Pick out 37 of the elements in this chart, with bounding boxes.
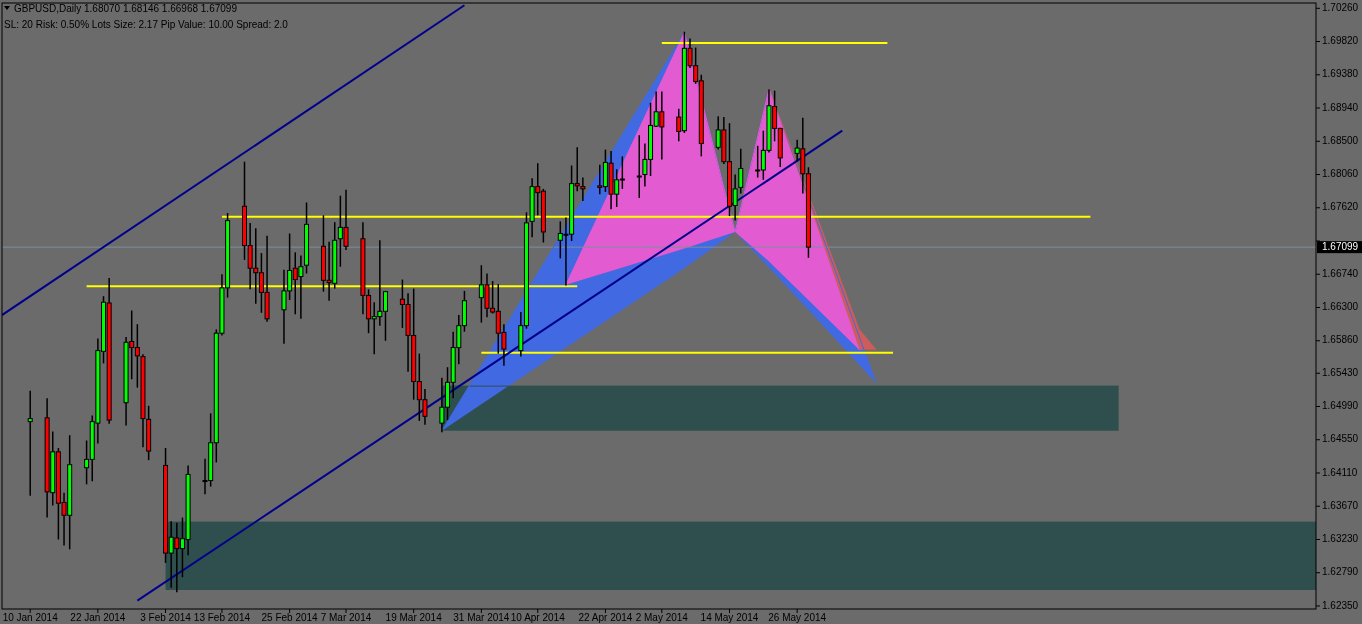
x-tick-label: 22 Apr 2014 <box>578 612 633 623</box>
y-tick-label: 1.70260 <box>1322 1 1359 13</box>
y-tick-label: 1.65430 <box>1322 366 1359 378</box>
x-tick-label: 26 May 2014 <box>768 612 827 623</box>
y-tick-label: 1.66300 <box>1322 301 1359 313</box>
y-tick-label: 1.64110 <box>1322 466 1358 478</box>
y-tick-label: 1.69380 <box>1322 68 1359 80</box>
x-tick-label: 25 Feb 2014 <box>261 612 319 623</box>
x-tick-label: 10 Apr 2014 <box>510 612 566 623</box>
ref-line-label: 1.67099 <box>1322 240 1359 252</box>
y-tick-label: 1.63670 <box>1322 499 1359 511</box>
x-tick-label: 22 Jan 2014 <box>70 612 126 623</box>
y-tick-label: 1.65860 <box>1322 334 1359 346</box>
chart-title: GBPUSD,Daily 1.68070 1.68146 1.66968 1.67099 <box>14 3 238 14</box>
y-tick-label: 1.66740 <box>1322 267 1359 279</box>
y-tick-label: 1.69820 <box>1322 35 1359 47</box>
y-tick-label: 1.68500 <box>1322 134 1359 146</box>
candlestick <box>738 148 744 194</box>
x-tick-label: 14 May 2014 <box>700 612 759 623</box>
y-tick-label: 1.68940 <box>1322 101 1359 113</box>
y-tick-label: 1.63230 <box>1322 533 1359 545</box>
text: SL: 20 Risk: 0.50% Lots Size: 2.17 Pip Value: 10.00 Spread: 2.0 <box>4 19 289 30</box>
y-tick-label: 1.64990 <box>1322 400 1359 412</box>
y-tick-label: 1.67620 <box>1322 201 1359 213</box>
y-tick-label: 1.62350 <box>1322 599 1359 611</box>
x-tick-label: 31 Mar 2014 <box>453 612 510 623</box>
x-tick-label: 2 May 2014 <box>635 612 689 623</box>
candlestick <box>27 390 33 496</box>
y-tick-label: 1.62790 <box>1322 566 1359 578</box>
y-tick-label: 1.64550 <box>1322 433 1359 445</box>
x-tick-label: 13 Feb 2014 <box>193 612 251 623</box>
x-tick-label: 7 Mar 2014 <box>320 612 372 623</box>
y-tick-label: 1.68060 <box>1322 168 1359 180</box>
x-tick-label: 3 Feb 2014 <box>140 612 192 623</box>
x-tick-label: 10 Jan 2014 <box>2 612 59 623</box>
candlestick <box>636 135 642 198</box>
x-tick-label: 19 Mar 2014 <box>385 612 443 623</box>
